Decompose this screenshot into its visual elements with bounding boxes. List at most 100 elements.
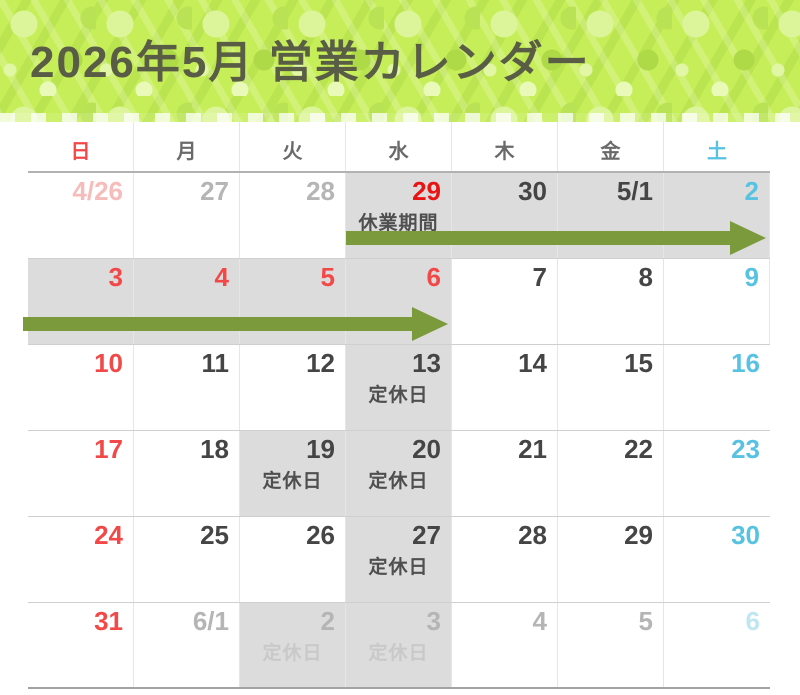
day-number: 5/1 <box>616 176 653 206</box>
day-cell-6: 6 <box>664 603 770 687</box>
week-row-6: 31 6/1 2 定休日 3 定休日 4 5 6 <box>28 603 770 689</box>
day-cell-27: 27 <box>134 173 240 258</box>
day-cell-29: 29 休業期間 <box>346 173 452 258</box>
day-label: 定休日 <box>368 557 429 579</box>
day-cell-4: 4 <box>452 603 558 687</box>
day-label: 定休日 <box>368 643 429 665</box>
day-label: 休業期間 <box>358 213 439 235</box>
day-number: 16 <box>731 348 760 378</box>
day-number: 21 <box>518 434 547 464</box>
day-cell-6-1: 6/1 <box>134 603 240 687</box>
day-number: 11 <box>201 348 230 378</box>
day-number: 4 <box>214 262 229 292</box>
weekday-mon: 月 <box>134 122 240 171</box>
day-number: 7 <box>532 262 547 292</box>
day-cell-3: 3 定休日 <box>346 603 452 687</box>
day-label: 定休日 <box>262 471 323 493</box>
day-number: 15 <box>624 348 653 378</box>
day-cell-28: 28 <box>240 173 346 258</box>
day-number: 31 <box>94 606 123 636</box>
day-cell-15: 15 <box>558 345 664 430</box>
day-number: 4 <box>532 606 547 636</box>
week-row-4: 17 18 19 定休日 20 定休日 21 22 23 <box>28 431 770 517</box>
day-number: 27 <box>200 176 229 206</box>
day-cell-5: 5 <box>558 603 664 687</box>
weekday-thu: 木 <box>452 122 558 171</box>
day-number: 9 <box>744 262 759 292</box>
day-cell-25: 25 <box>134 517 240 602</box>
day-cell-20: 20 定休日 <box>346 431 452 516</box>
day-cell-11: 11 <box>134 345 240 430</box>
day-cell-16: 16 <box>664 345 770 430</box>
weekday-wed: 水 <box>346 122 452 171</box>
day-cell-7: 7 <box>452 259 558 344</box>
day-number: 12 <box>306 348 335 378</box>
day-number: 30 <box>731 520 760 550</box>
day-number: 6 <box>426 262 441 292</box>
weekday-header-row: 日月火水木金 土 <box>28 122 770 173</box>
day-cell-28: 28 <box>452 517 558 602</box>
day-number: 26 <box>306 520 335 550</box>
day-number: 2 <box>744 176 759 206</box>
day-cell-5-1: 5/1 <box>558 173 664 258</box>
day-number: 27 <box>412 520 441 550</box>
week-row-3: 10 11 12 13 定休日 14 15 16 <box>28 345 770 431</box>
day-number: 5 <box>638 606 653 636</box>
day-number: 20 <box>412 434 441 464</box>
day-cell-14: 14 <box>452 345 558 430</box>
day-label: 定休日 <box>368 385 429 407</box>
weekday-fri: 金 <box>558 122 664 171</box>
day-label: 定休日 <box>368 471 429 493</box>
weekday-sun: 日 <box>28 122 134 171</box>
day-cell-13: 13 定休日 <box>346 345 452 430</box>
day-number: 18 <box>200 434 229 464</box>
day-cell-12: 12 <box>240 345 346 430</box>
day-label: 定休日 <box>262 643 323 665</box>
day-number: 17 <box>94 434 123 464</box>
day-number: 3 <box>426 606 441 636</box>
calendar: 日月火水木金土 4/26 27 28 29 休業期間 30 5/1 2 3 4 5 6 7 8 9 10 11 1… <box>23 122 770 689</box>
day-cell-2: 2 定休日 <box>240 603 346 687</box>
day-number: 25 <box>200 520 229 550</box>
page-title: 2026年5月 営業カレンダー <box>30 38 591 87</box>
day-cell-30: 30 <box>664 517 770 602</box>
day-number: 13 <box>412 348 441 378</box>
day-number: 4/26 <box>72 176 123 206</box>
day-cell-23: 23 <box>664 431 770 516</box>
day-number: 30 <box>518 176 547 206</box>
day-cell-18: 18 <box>134 431 240 516</box>
day-number: 22 <box>624 434 653 464</box>
day-number: 14 <box>518 348 547 378</box>
day-number: 6/1 <box>192 606 229 636</box>
day-cell-9: 9 <box>664 259 770 344</box>
day-cell-6: 6 <box>346 259 452 344</box>
day-cell-10: 10 <box>28 345 134 430</box>
day-cell-29: 29 <box>558 517 664 602</box>
day-cell-22: 22 <box>558 431 664 516</box>
day-cell-30: 30 <box>452 173 558 258</box>
weekday-sat: 土 <box>707 141 727 163</box>
day-number: 28 <box>518 520 547 550</box>
week-row-1: 4/26 27 28 29 休業期間 30 5/1 2 <box>28 173 770 259</box>
day-cell-21: 21 <box>452 431 558 516</box>
day-cell-27: 27 定休日 <box>346 517 452 602</box>
day-cell-8: 8 <box>558 259 664 344</box>
day-cell-4: 4 <box>134 259 240 344</box>
day-number: 24 <box>94 520 123 550</box>
day-cell-5: 5 <box>240 259 346 344</box>
day-number: 28 <box>306 176 335 206</box>
day-cell-2: 2 <box>664 173 770 258</box>
banner: 2026年5月 営業カレンダー <box>0 0 800 122</box>
week-row-5: 24 25 26 27 定休日 28 29 30 <box>28 517 770 603</box>
day-cell-19: 19 定休日 <box>240 431 346 516</box>
day-cell-3: 3 <box>28 259 134 344</box>
day-number: 5 <box>320 262 335 292</box>
day-cell-4-26: 4/26 <box>28 173 134 258</box>
weekday-tue: 火 <box>240 122 346 171</box>
day-number: 3 <box>108 262 123 292</box>
calendar-grid: 4/26 27 28 29 休業期間 30 5/1 2 3 4 5 6 7 8 9 10 11 12 13 定休日 14… <box>23 173 770 689</box>
day-cell-24: 24 <box>28 517 134 602</box>
day-number: 6 <box>745 606 760 636</box>
day-number: 23 <box>731 434 760 464</box>
